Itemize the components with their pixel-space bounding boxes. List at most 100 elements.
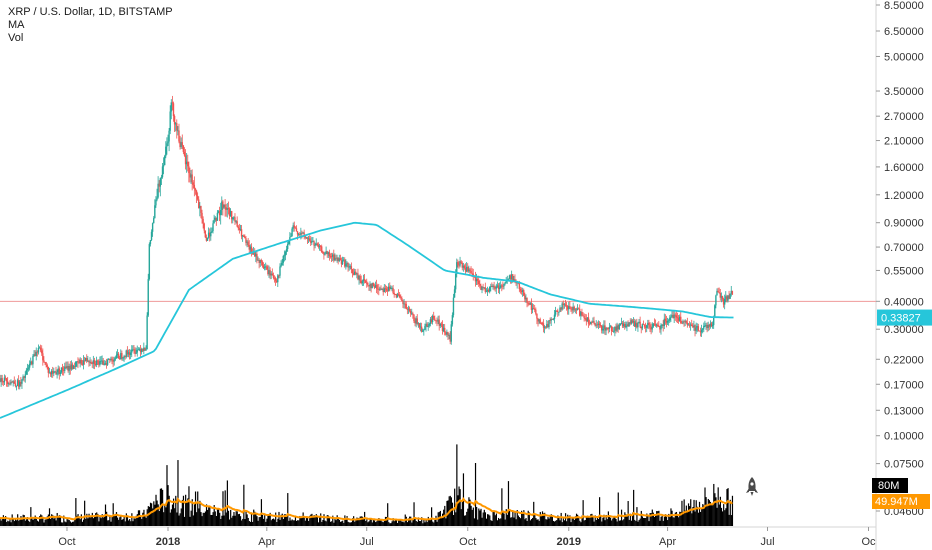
candle-body	[622, 324, 625, 327]
candle	[45, 361, 47, 368]
candle	[580, 311, 582, 320]
volume-bar	[516, 510, 518, 526]
candle	[169, 105, 171, 135]
volume-bar	[563, 520, 566, 526]
x-tick-label: Jul	[360, 536, 374, 548]
candle	[339, 254, 342, 261]
candle	[508, 274, 511, 280]
candle	[76, 361, 78, 367]
volume-bar	[556, 520, 558, 526]
volume-bar	[6, 522, 8, 526]
candle	[648, 319, 650, 330]
volume-bar	[375, 522, 377, 526]
rocket-icon[interactable]	[743, 476, 761, 498]
candle	[79, 357, 81, 368]
candle-body	[0, 378, 2, 382]
candle	[501, 283, 503, 292]
volume-bar	[205, 504, 208, 526]
volume-bar	[461, 501, 463, 526]
candle	[101, 355, 103, 365]
candle	[319, 244, 322, 252]
volume-bar	[40, 514, 42, 526]
candle	[284, 250, 287, 261]
candle	[654, 319, 657, 327]
candle	[570, 306, 572, 312]
candle	[159, 177, 162, 197]
candle	[162, 157, 165, 175]
candle-body	[335, 257, 337, 259]
candle-body	[292, 225, 294, 229]
candle	[205, 234, 208, 242]
candle	[362, 274, 365, 286]
volume-bar	[233, 512, 235, 526]
volume-bar	[500, 518, 502, 526]
candle-body	[598, 323, 601, 326]
candle-body	[338, 258, 340, 261]
candle-body	[375, 285, 378, 289]
candle	[358, 275, 360, 285]
volume-bar	[276, 521, 278, 526]
volume-bar	[611, 520, 613, 526]
candle-body	[336, 257, 338, 259]
candle-body	[688, 324, 691, 326]
candle	[714, 304, 716, 318]
volume-bar	[410, 516, 412, 526]
candle-body	[706, 324, 708, 328]
candle-body	[637, 323, 639, 328]
candle-body	[424, 326, 426, 330]
volume-bar	[58, 515, 60, 526]
candle	[429, 316, 432, 327]
candle	[295, 225, 298, 232]
candle-body	[532, 308, 535, 310]
candle	[582, 312, 584, 317]
candle	[133, 345, 135, 354]
candle	[115, 351, 118, 359]
candle-body	[653, 323, 656, 325]
candle	[529, 302, 532, 305]
volume-bar	[622, 520, 624, 526]
indicator-vol-label[interactable]: Vol	[8, 32, 24, 44]
candle	[224, 198, 226, 217]
candle	[53, 367, 55, 377]
candle-body	[205, 237, 208, 241]
candle-body	[605, 327, 607, 331]
volume-bar	[724, 510, 726, 526]
volume-bar	[135, 515, 137, 526]
candle-body	[355, 271, 357, 275]
candle	[436, 317, 438, 327]
candle-body	[412, 313, 414, 315]
indicator-ma-label[interactable]: MA	[8, 19, 25, 31]
candle	[521, 287, 524, 297]
candle-body	[23, 376, 25, 378]
volume-bar	[714, 493, 716, 526]
volume-bar	[13, 521, 15, 526]
volume-bar	[680, 511, 682, 526]
volume-bar	[323, 514, 325, 526]
candle-body	[545, 326, 547, 328]
candle	[265, 262, 267, 271]
volume-bar	[619, 520, 622, 526]
volume-bar	[164, 504, 166, 526]
volume-bar	[466, 511, 468, 526]
candle	[35, 347, 37, 361]
candle	[323, 251, 325, 260]
candle-body	[5, 378, 8, 382]
candle	[600, 324, 603, 334]
candle	[226, 202, 228, 218]
candle	[94, 360, 97, 367]
candle-body	[44, 362, 46, 363]
candle-body	[121, 353, 123, 359]
candle-body	[274, 278, 277, 281]
volume-bar	[457, 495, 459, 526]
candle-body	[103, 364, 106, 366]
volume-bar	[355, 520, 357, 526]
volume-bar	[166, 465, 168, 526]
volume-bar	[703, 505, 705, 526]
candle	[360, 275, 362, 285]
candle	[418, 322, 421, 330]
candle	[647, 319, 649, 329]
candle	[198, 196, 200, 209]
volume-bar	[630, 520, 633, 526]
volume-bar	[305, 516, 308, 526]
